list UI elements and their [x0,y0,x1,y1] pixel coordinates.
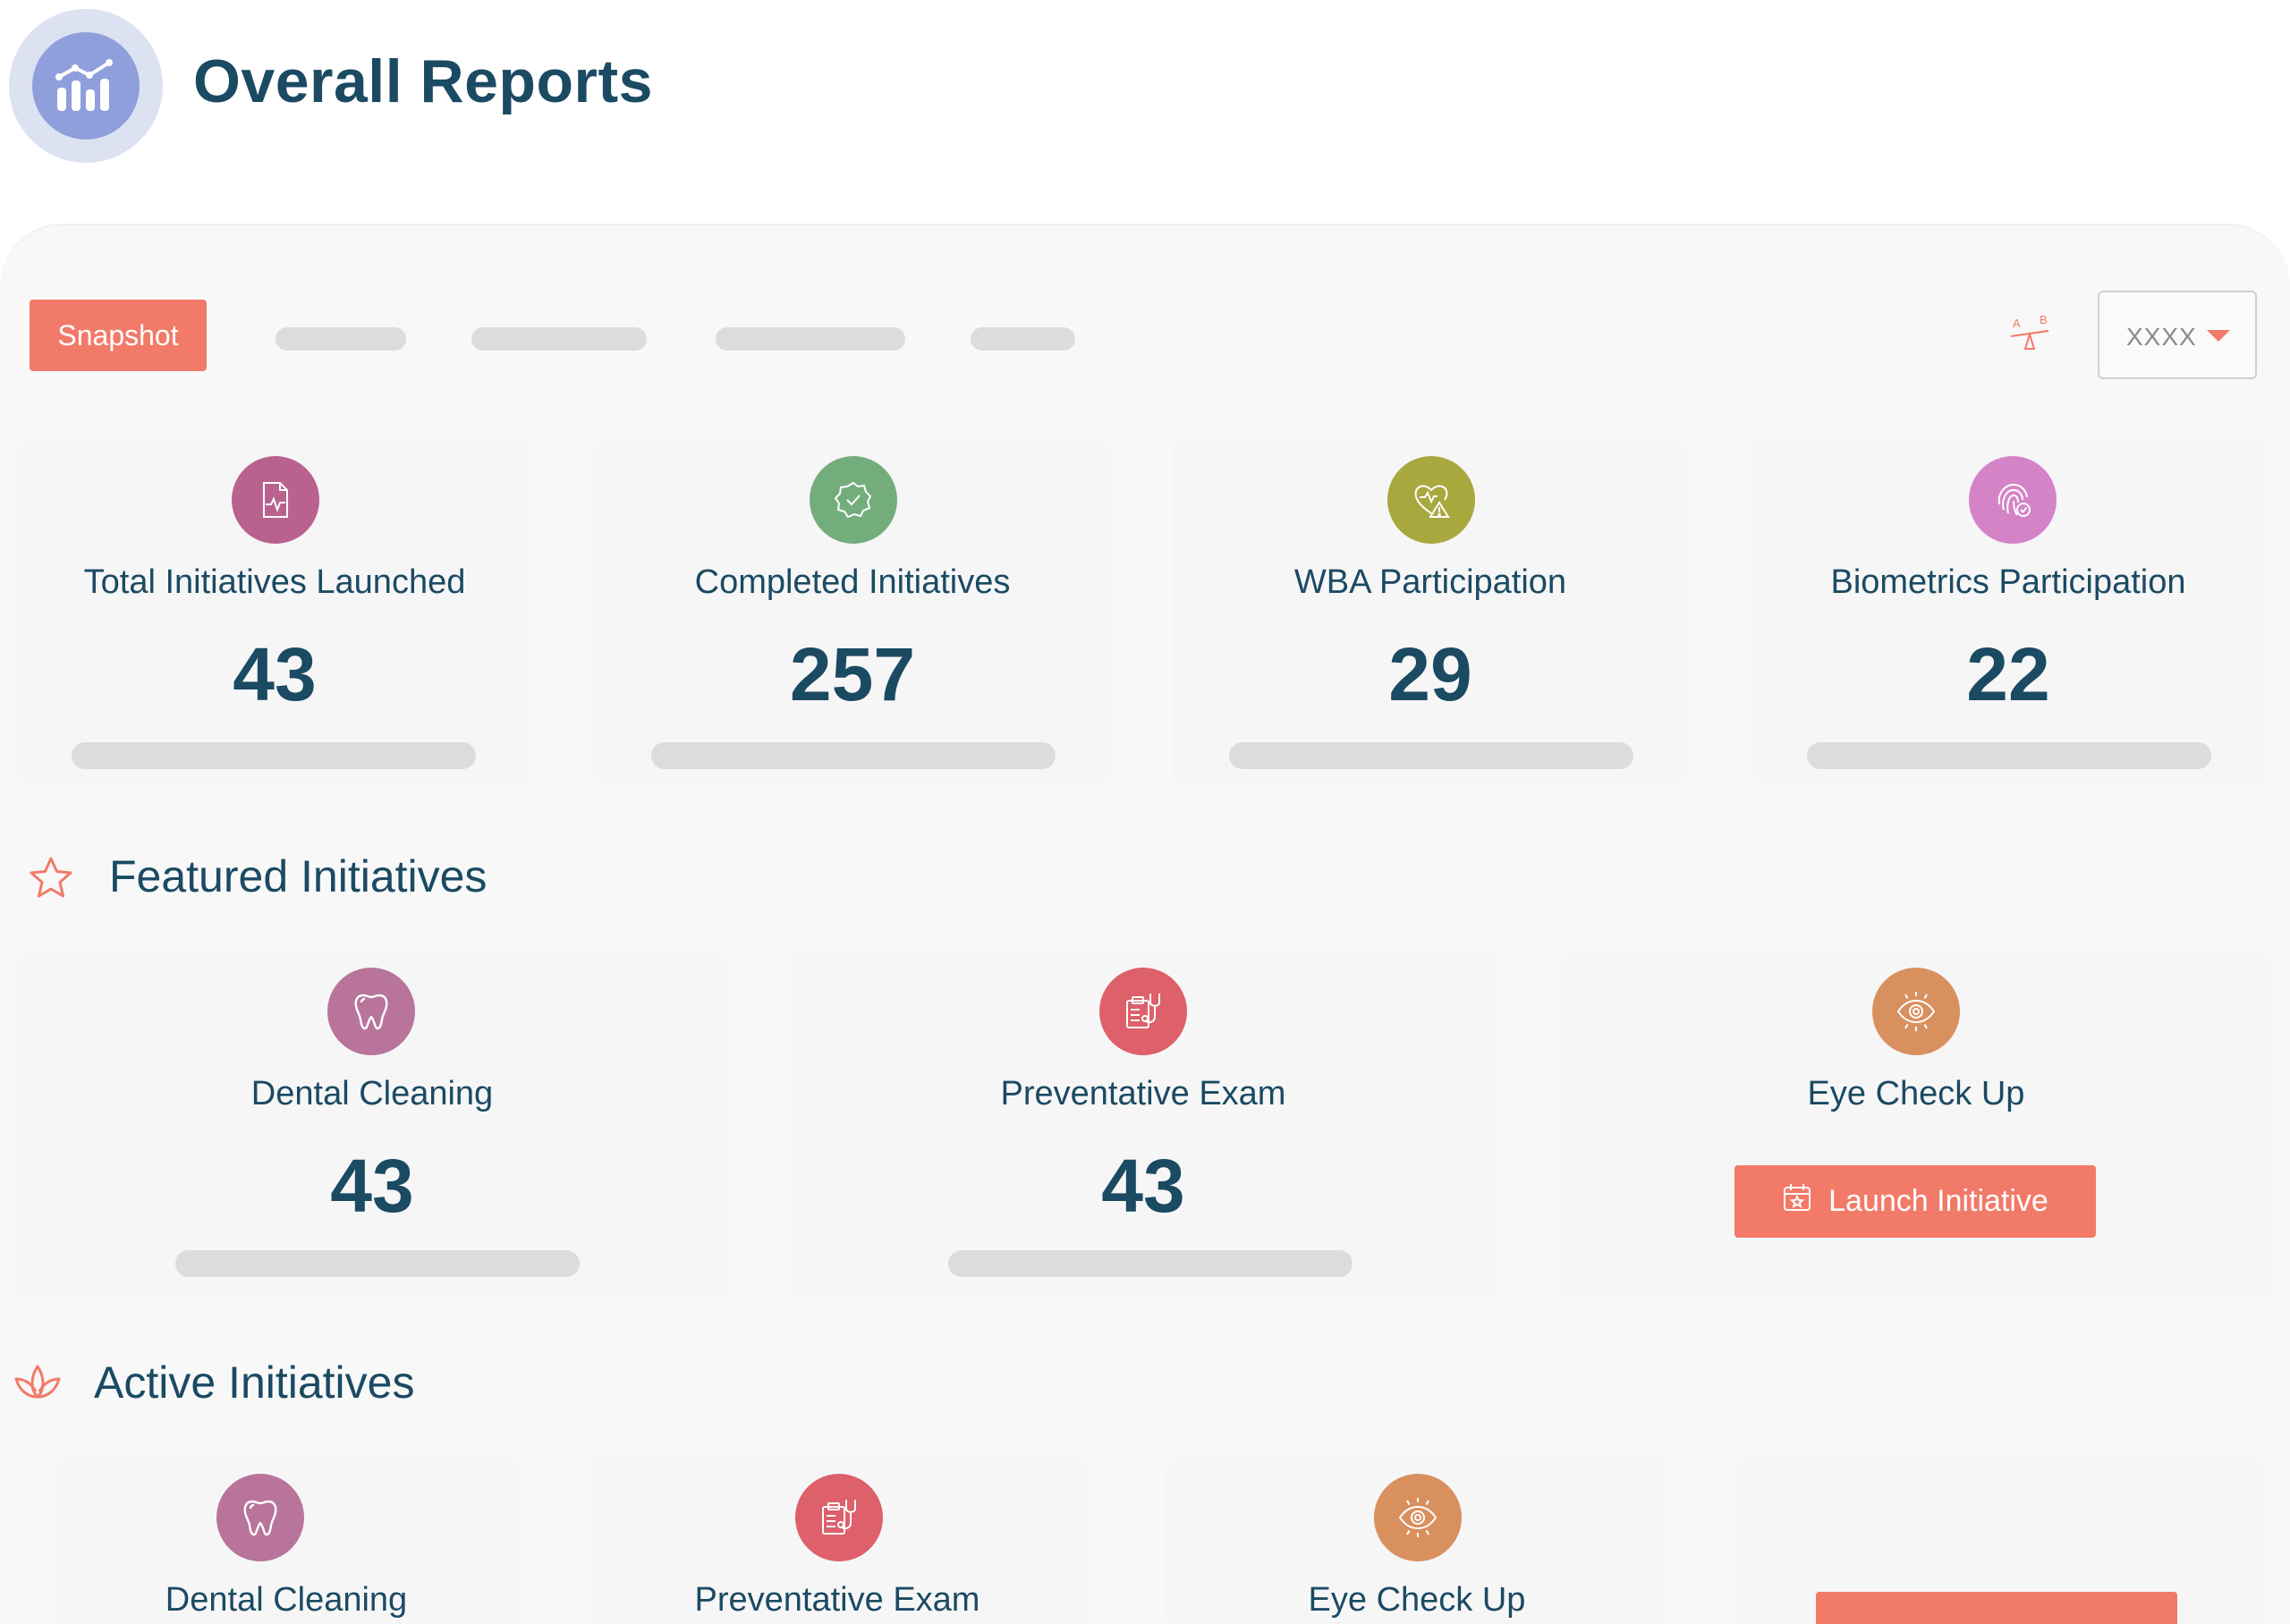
tooth-icon [216,1474,304,1561]
featured-placeholder-bar [948,1250,1353,1277]
featured-card-eye-check-up[interactable]: Eye Check Up Launch Initiative [1560,950,2272,1300]
page-title: Overall Reports [193,47,653,115]
stat-placeholder-bar [1229,742,1633,769]
launch-initiative-button[interactable] [1816,1592,2177,1624]
eye-icon [1374,1474,1462,1561]
calendar-star-icon [1782,1182,1812,1221]
featured-value: 43 [1101,1144,1185,1228]
stat-value: 22 [1966,632,2050,716]
tooth-icon [327,968,415,1055]
stat-value: 43 [233,632,317,716]
stat-label: Total Initiatives Launched [83,563,466,601]
chevron-down-icon [2207,330,2230,342]
clipboard-stethoscope-icon [1099,968,1187,1055]
stat-label: Biometrics Participation [1830,563,2186,601]
active-label: Eye Check Up [1308,1581,1526,1619]
fingerprint-check-icon [1969,456,2057,544]
tab-placeholder[interactable] [971,327,1075,351]
active-card-eye-check-up[interactable]: Eye Check Up [1165,1456,1669,1624]
featured-card-preventative-exam[interactable]: Preventative Exam 43 [787,950,1499,1300]
tab-placeholder[interactable] [716,327,905,351]
stat-value: 29 [1388,632,1472,716]
stat-value: 257 [789,632,916,716]
featured-label: Preventative Exam [1000,1075,1286,1112]
stat-card-total-initiatives: Total Initiatives Launched 43 [16,438,533,785]
active-label: Dental Cleaning [165,1581,408,1619]
featured-label: Eye Check Up [1807,1075,2025,1112]
featured-value: 43 [330,1144,414,1228]
ab-compare-icon[interactable]: A B [2007,313,2054,359]
eye-icon [1872,968,1960,1055]
star-icon [27,854,75,907]
tab-placeholder[interactable] [471,327,647,351]
lotus-icon [13,1359,63,1408]
active-label: Preventative Exam [694,1581,980,1619]
stat-label: WBA Participation [1293,563,1567,601]
launch-initiative-button[interactable]: Launch Initiative [1734,1165,2096,1238]
tab-placeholder[interactable] [276,327,406,351]
report-logo [9,9,163,163]
reports-panel [0,224,2290,1624]
check-badge-icon [810,456,897,544]
stat-placeholder-bar [1807,742,2211,769]
active-card-dental-cleaning[interactable]: Dental Cleaning [54,1456,519,1624]
stat-placeholder-bar [72,742,476,769]
section-title-featured: Featured Initiatives [109,851,488,901]
stat-label: Completed Initiatives [694,563,1011,601]
svg-text:A: A [2013,317,2021,330]
featured-card-dental-cleaning[interactable]: Dental Cleaning 43 [16,950,728,1300]
active-card-preventative-exam[interactable]: Preventative Exam [587,1456,1088,1624]
dropdown-value: XXXX [2126,323,2197,351]
featured-placeholder-bar [175,1250,580,1277]
period-dropdown[interactable]: XXXX [2098,291,2257,379]
stat-card-biometrics-participation: Biometrics Participation 22 [1750,438,2267,785]
stat-placeholder-bar [651,742,1056,769]
launch-initiative-label: Launch Initiative [1828,1184,2048,1218]
svg-text:B: B [2040,313,2048,326]
health-report-icon [232,456,319,544]
section-title-active: Active Initiatives [94,1358,415,1408]
page-header: Overall Reports [0,0,2290,224]
stat-card-completed-initiatives: Completed Initiatives 257 [594,438,1111,785]
tab-snapshot[interactable]: Snapshot [30,300,207,371]
stat-card-wba-participation: WBA Participation 29 [1172,438,1689,785]
clipboard-stethoscope-icon [795,1474,883,1561]
report-chart-icon [32,32,140,140]
featured-label: Dental Cleaning [250,1075,494,1112]
heart-alert-icon [1387,456,1475,544]
active-card-launch [1735,1456,2263,1624]
